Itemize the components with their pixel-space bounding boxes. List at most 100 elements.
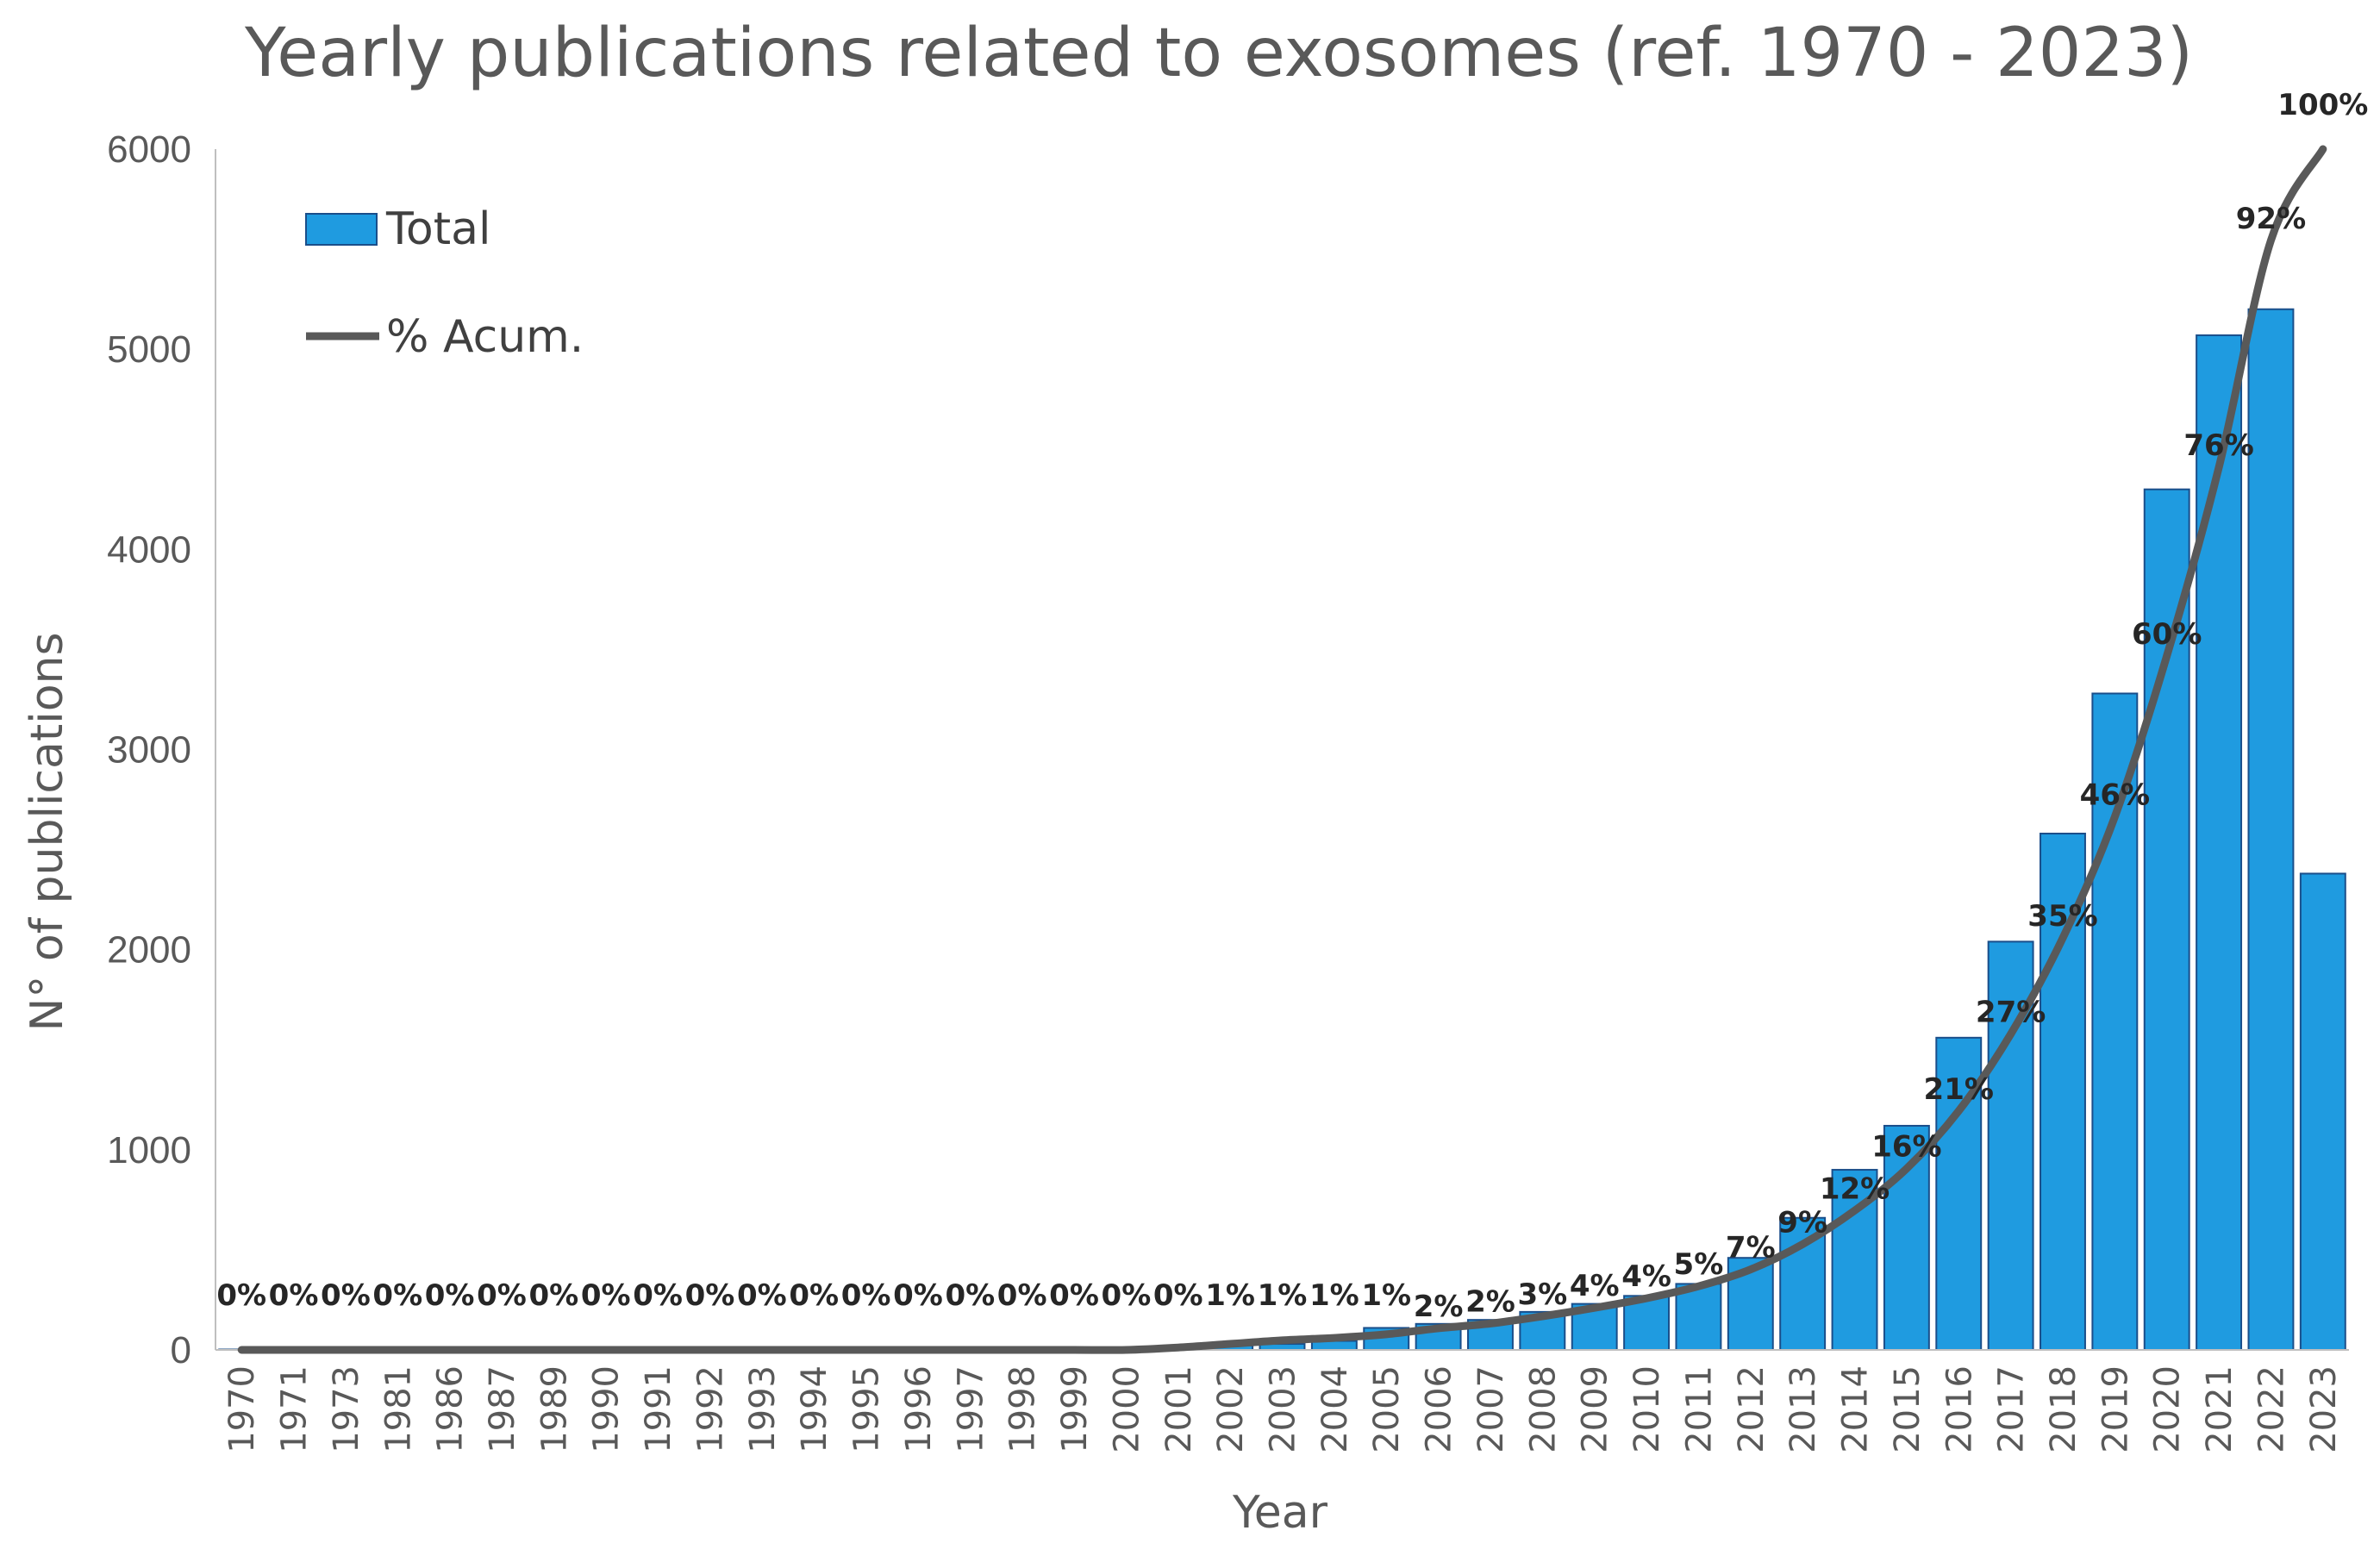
data-label: 0% xyxy=(216,1278,266,1313)
x-tick-label: 2016 xyxy=(1940,1365,1979,1453)
data-label: 92% xyxy=(2236,202,2306,236)
x-tick-label: 2017 xyxy=(1992,1365,2032,1453)
data-label: 1% xyxy=(1309,1278,1359,1313)
x-tick-label: 2020 xyxy=(2148,1365,2188,1453)
bar xyxy=(2091,692,2139,1351)
y-tick-label: 0 xyxy=(171,1329,191,1371)
data-label: 1% xyxy=(1205,1278,1255,1313)
x-tick-label: 2003 xyxy=(1264,1365,1303,1453)
cumulative-data-labels: 0% 0% 0% 0% 0% 0% 0% 0% 0% 0% 0% 0% 0% 0% 0% 0% 0% 0% 0% 1%… xyxy=(216,88,2368,1324)
x-tick-label: 2000 xyxy=(1107,1365,1146,1453)
y-tick-label: 4000 xyxy=(107,528,191,571)
data-label: 0% xyxy=(1049,1278,1099,1313)
x-tick-label: 1981 xyxy=(378,1365,418,1453)
x-tick-label: 1990 xyxy=(587,1365,627,1453)
data-label: 7% xyxy=(1726,1231,1776,1265)
legend-swatch-total xyxy=(305,213,378,246)
x-tick-label: 1970 xyxy=(222,1365,262,1453)
x-tick-label: 1994 xyxy=(795,1365,834,1453)
x-tick-label: 1971 xyxy=(275,1365,315,1453)
data-label: 0% xyxy=(425,1278,475,1313)
x-tick-label: 2018 xyxy=(2044,1365,2083,1453)
x-tick-label: 1995 xyxy=(847,1365,887,1453)
cumulative-line xyxy=(237,145,2327,1354)
data-label: 0% xyxy=(1153,1278,1203,1313)
data-label: 76% xyxy=(2183,428,2253,463)
data-label: 2% xyxy=(1465,1284,1515,1319)
data-label: 2% xyxy=(1414,1290,1464,1324)
bar xyxy=(2247,308,2295,1352)
data-label: 1% xyxy=(1258,1278,1308,1313)
x-tick-label: 1996 xyxy=(899,1365,939,1453)
data-label: 0% xyxy=(372,1278,422,1313)
x-tick-label: 2019 xyxy=(2096,1365,2135,1453)
y-axis-title-group: N° of publications xyxy=(22,632,73,1031)
bar xyxy=(2299,872,2346,1351)
data-label: 0% xyxy=(737,1278,787,1313)
data-label: 46% xyxy=(2080,778,2150,813)
legend-label-total: Total xyxy=(385,203,490,255)
x-tick-label: 1999 xyxy=(1055,1365,1095,1453)
data-label: 0% xyxy=(321,1278,371,1313)
data-label: 0% xyxy=(893,1278,943,1313)
x-axis-title: Year xyxy=(1232,1487,1328,1539)
x-tick-label: 1998 xyxy=(1003,1365,1043,1453)
x-tick-label: 2015 xyxy=(1888,1365,1927,1453)
data-label: 9% xyxy=(1777,1205,1827,1240)
bar xyxy=(2143,488,2190,1351)
data-label: 21% xyxy=(1924,1072,1994,1107)
x-tick-label: 2013 xyxy=(1783,1365,1823,1453)
x-tick-label: 1986 xyxy=(431,1365,471,1453)
x-tick-label: 2014 xyxy=(1836,1365,1876,1453)
data-label: 4% xyxy=(1621,1259,1671,1294)
data-label: 35% xyxy=(2027,899,2097,934)
data-label: 0% xyxy=(269,1278,319,1313)
y-tick-label: 2000 xyxy=(107,929,191,971)
x-tick-label: 1987 xyxy=(483,1365,522,1453)
data-label: 0% xyxy=(997,1278,1047,1313)
data-label: 16% xyxy=(1871,1130,1941,1165)
y-tick-label: 5000 xyxy=(107,328,191,371)
data-label: 0% xyxy=(529,1278,579,1313)
y-axis-title: N° of publications xyxy=(22,632,73,1031)
x-tick-label: 2011 xyxy=(1679,1365,1719,1453)
y-tick-label: 6000 xyxy=(107,128,191,171)
x-tick-label: 2006 xyxy=(1420,1365,1459,1453)
legend-label-cumulative: % Acum. xyxy=(386,311,584,363)
data-label: 0% xyxy=(841,1278,891,1313)
data-label: 0% xyxy=(789,1278,839,1313)
bar xyxy=(2196,334,2243,1351)
x-tick-label: 2010 xyxy=(1627,1365,1667,1453)
data-label: 0% xyxy=(477,1278,527,1313)
data-label: 60% xyxy=(2132,617,2202,652)
x-tick-label: 1997 xyxy=(951,1365,990,1453)
x-tick-label: 2002 xyxy=(1211,1365,1251,1453)
data-label: 0% xyxy=(685,1278,735,1313)
data-label: 3% xyxy=(1517,1278,1567,1312)
bar-series-total xyxy=(218,308,2346,1352)
bar xyxy=(1883,1124,1930,1352)
legend: Total % Acum. xyxy=(305,203,584,363)
x-tick-label: 2022 xyxy=(2252,1365,2291,1453)
x-tick-label: 2004 xyxy=(1315,1365,1355,1453)
x-tick-label: 2023 xyxy=(2304,1365,2344,1453)
x-tick-label: 2009 xyxy=(1576,1365,1615,1453)
x-axis: 1970 1971 1973 1981 1986 1987 1989 1990 1991 1992… xyxy=(216,1349,2349,1453)
x-tick-label: 1991 xyxy=(639,1365,678,1453)
data-label: 1% xyxy=(1361,1278,1411,1313)
x-tick-label: 1989 xyxy=(534,1365,574,1453)
x-tick-label: 1973 xyxy=(327,1365,366,1453)
data-label: 0% xyxy=(633,1278,683,1313)
data-label: 27% xyxy=(1976,996,2046,1030)
bar xyxy=(2040,833,2086,1351)
x-tick-label: 2007 xyxy=(1471,1365,1511,1453)
x-tick-label: 2001 xyxy=(1159,1365,1199,1453)
chart-title: Yearly publications related to exosomes … xyxy=(244,15,2193,92)
data-label: 0% xyxy=(1102,1278,1152,1313)
data-label: 5% xyxy=(1674,1247,1724,1282)
data-label: 12% xyxy=(1820,1171,1890,1206)
y-tick-label: 3000 xyxy=(107,729,191,772)
line-series-cumulative xyxy=(237,145,2327,1354)
